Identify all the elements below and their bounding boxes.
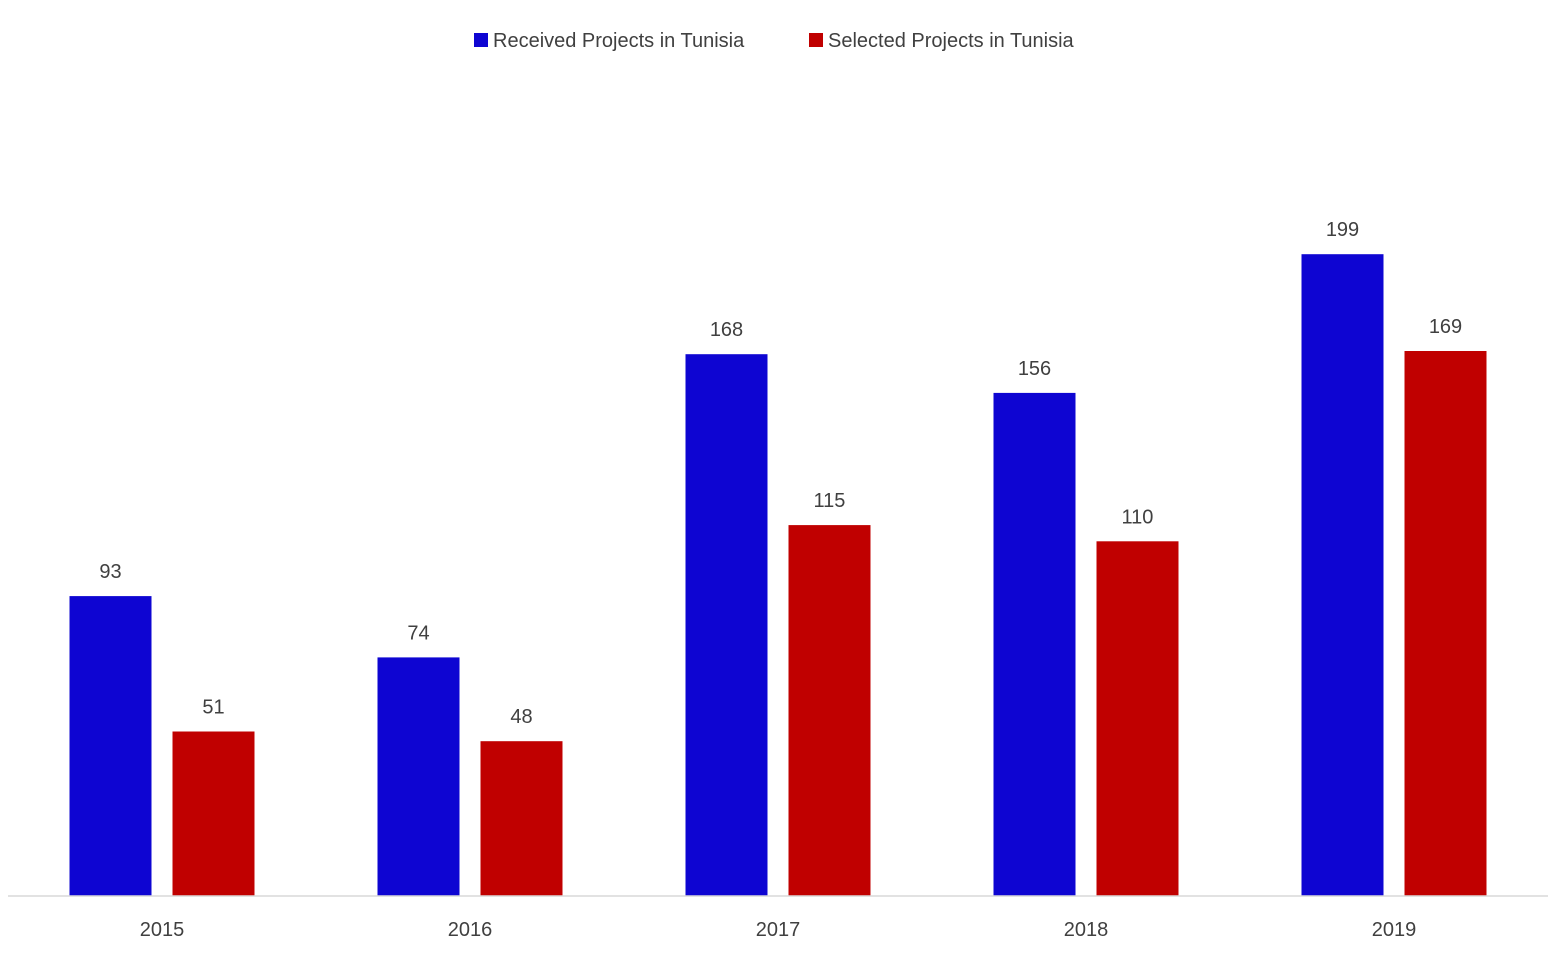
bars-group bbox=[69, 254, 1487, 897]
x-tick-label-2015: 2015 bbox=[140, 919, 185, 941]
bar-received-2019 bbox=[1301, 254, 1384, 896]
data-label-received-2019: 199 bbox=[1326, 219, 1359, 241]
x-tick-label-2018: 2018 bbox=[1064, 919, 1109, 941]
bar-received-2018 bbox=[993, 392, 1076, 896]
data-label-received-2016: 74 bbox=[407, 622, 429, 644]
data-label-selected-2017: 115 bbox=[814, 490, 846, 512]
bar-selected-2019 bbox=[1404, 351, 1487, 896]
data-label-selected-2018: 110 bbox=[1122, 506, 1154, 528]
bar-selected-2015 bbox=[172, 731, 255, 896]
x-tick-labels-group: 2015 2016 2017 2018 2019 bbox=[140, 919, 1417, 941]
data-label-received-2017: 168 bbox=[710, 319, 743, 341]
x-tick-label-2017: 2017 bbox=[756, 919, 801, 941]
legend-item-selected: Selected Projects in Tunisia bbox=[809, 30, 1075, 52]
data-label-selected-2015: 51 bbox=[202, 697, 224, 719]
legend: Received Projects in Tunisia Selected Pro… bbox=[474, 30, 1075, 52]
bar-received-2015 bbox=[69, 596, 152, 896]
x-tick-label-2016: 2016 bbox=[448, 919, 493, 941]
bar-received-2016 bbox=[377, 657, 460, 897]
data-label-received-2018: 156 bbox=[1018, 358, 1051, 380]
legend-item-received: Received Projects in Tunisia bbox=[474, 30, 745, 52]
legend-swatch-selected bbox=[809, 33, 823, 47]
bar-selected-2017 bbox=[788, 525, 871, 896]
bar-received-2017 bbox=[685, 354, 768, 896]
data-label-selected-2019: 169 bbox=[1429, 316, 1462, 338]
data-label-received-2015: 93 bbox=[99, 561, 121, 583]
x-tick-label-2019: 2019 bbox=[1372, 919, 1417, 941]
legend-label-received: Received Projects in Tunisia bbox=[493, 30, 745, 52]
data-label-selected-2016: 48 bbox=[510, 706, 532, 728]
legend-swatch-received bbox=[474, 33, 488, 47]
bar-selected-2018 bbox=[1096, 541, 1179, 897]
legend-label-selected: Selected Projects in Tunisia bbox=[828, 30, 1075, 52]
data-labels-group: 93 51 74 48 168 115 156 110 199 169 bbox=[99, 219, 1462, 728]
bar-selected-2016 bbox=[480, 741, 563, 896]
